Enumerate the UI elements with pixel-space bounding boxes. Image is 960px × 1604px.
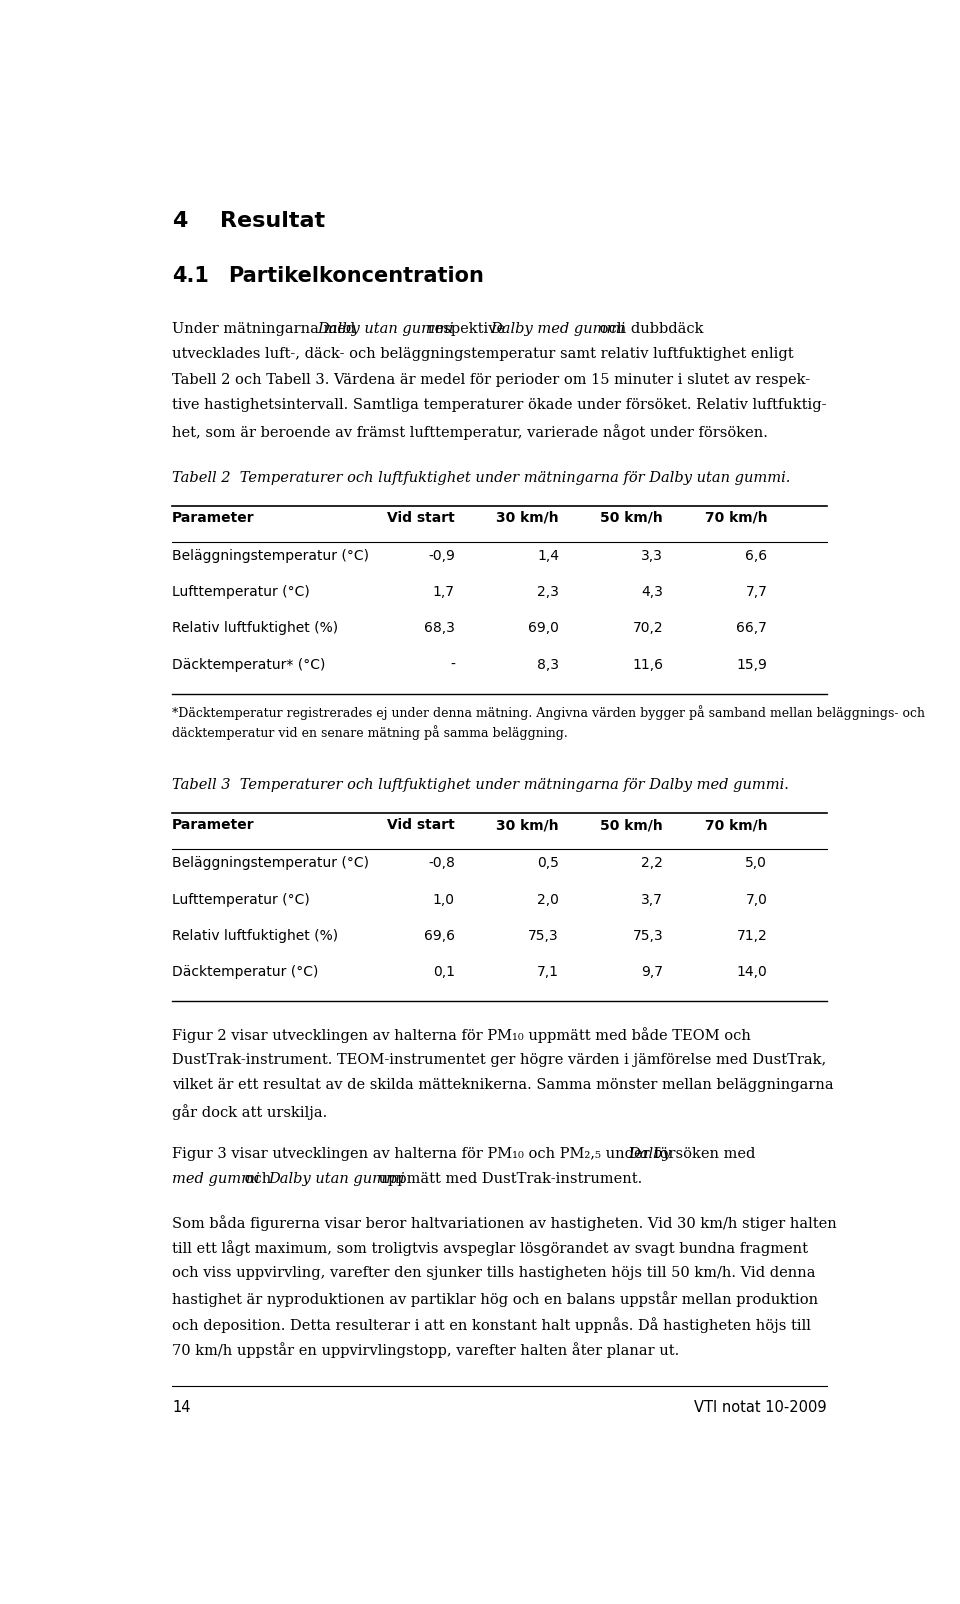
Text: 70 km/h: 70 km/h: [705, 510, 767, 525]
Text: 75,3: 75,3: [633, 929, 663, 943]
Text: Parameter: Parameter: [172, 818, 254, 832]
Text: respektive: respektive: [423, 322, 510, 335]
Text: 0,5: 0,5: [537, 857, 559, 871]
Text: 2,0: 2,0: [537, 892, 559, 906]
Text: Vid start: Vid start: [387, 510, 455, 525]
Text: Under mätningarna med: Under mätningarna med: [172, 322, 360, 335]
Text: 7,1: 7,1: [537, 966, 559, 978]
Text: 70 km/h: 70 km/h: [705, 818, 767, 832]
Text: till ett lågt maximum, som troligtvis avspeglar lösgörandet av svagt bundna frag: till ett lågt maximum, som troligtvis av…: [172, 1240, 808, 1256]
Text: 9,7: 9,7: [641, 966, 663, 978]
Text: Dalby utan gummi: Dalby utan gummi: [318, 322, 454, 335]
Text: Relativ luftfuktighet (%): Relativ luftfuktighet (%): [172, 929, 338, 943]
Text: Vid start: Vid start: [387, 818, 455, 832]
Text: och dubbdäck: och dubbdäck: [595, 322, 704, 335]
Text: 7,7: 7,7: [745, 585, 767, 600]
Text: 4: 4: [172, 212, 187, 231]
Text: -0,9: -0,9: [428, 549, 455, 563]
Text: Beläggningstemperatur (°C): Beläggningstemperatur (°C): [172, 549, 369, 563]
Text: Relativ luftfuktighet (%): Relativ luftfuktighet (%): [172, 621, 338, 635]
Text: Dalby: Dalby: [628, 1147, 670, 1161]
Text: 70,2: 70,2: [633, 621, 663, 635]
Text: 0,1: 0,1: [433, 966, 455, 978]
Text: 3,7: 3,7: [641, 892, 663, 906]
Text: 2,3: 2,3: [537, 585, 559, 600]
Text: Dalby utan gummi: Dalby utan gummi: [268, 1173, 404, 1187]
Text: Beläggningstemperatur (°C): Beläggningstemperatur (°C): [172, 857, 369, 871]
Text: med gummi: med gummi: [172, 1173, 260, 1187]
Text: 8,3: 8,3: [537, 658, 559, 672]
Text: 1,7: 1,7: [433, 585, 455, 600]
Text: Tabell 2 och Tabell 3. Värdena är medel för perioder om 15 minuter i slutet av r: Tabell 2 och Tabell 3. Värdena är medel …: [172, 372, 810, 387]
Text: 14: 14: [172, 1400, 191, 1415]
Text: Resultat: Resultat: [221, 212, 325, 231]
Text: Figur 2 visar utvecklingen av halterna för PM₁₀ uppmätt med både TEOM och: Figur 2 visar utvecklingen av halterna f…: [172, 1028, 751, 1043]
Text: utvecklades luft-, däck- och beläggningstemperatur samt relativ luftfuktighet en: utvecklades luft-, däck- och beläggnings…: [172, 348, 794, 361]
Text: Däcktemperatur (°C): Däcktemperatur (°C): [172, 966, 319, 978]
Text: 1,4: 1,4: [537, 549, 559, 563]
Text: går dock att urskilja.: går dock att urskilja.: [172, 1104, 327, 1120]
Text: och viss uppvirvling, varefter den sjunker tills hastigheten höjs till 50 km/h. : och viss uppvirvling, varefter den sjunk…: [172, 1266, 816, 1280]
Text: 15,9: 15,9: [736, 658, 767, 672]
Text: Däcktemperatur* (°C): Däcktemperatur* (°C): [172, 658, 325, 672]
Text: Partikelkoncentration: Partikelkoncentration: [228, 266, 484, 287]
Text: 7,0: 7,0: [745, 892, 767, 906]
Text: 5,0: 5,0: [745, 857, 767, 871]
Text: het, som är beroende av främst lufttemperatur, varierade något under försöken.: het, som är beroende av främst lufttempe…: [172, 423, 768, 439]
Text: 69,0: 69,0: [528, 621, 559, 635]
Text: 6,6: 6,6: [745, 549, 767, 563]
Text: 3,3: 3,3: [641, 549, 663, 563]
Text: Som båda figurerna visar beror haltvariationen av hastigheten. Vid 30 km/h stige: Som båda figurerna visar beror haltvaria…: [172, 1214, 837, 1230]
Text: 50 km/h: 50 km/h: [600, 818, 663, 832]
Text: DustTrak-instrument. TEOM-instrumentet ger högre värden i jämförelse med DustTra: DustTrak-instrument. TEOM-instrumentet g…: [172, 1052, 827, 1067]
Text: Tabell 2  Temperaturer och luftfuktighet under mätningarna för Dalby utan gummi.: Tabell 2 Temperaturer och luftfuktighet …: [172, 472, 790, 484]
Text: Dalby med gummi: Dalby med gummi: [491, 322, 626, 335]
Text: 68,3: 68,3: [424, 621, 455, 635]
Text: Parameter: Parameter: [172, 510, 254, 525]
Text: Lufttemperatur (°C): Lufttemperatur (°C): [172, 892, 310, 906]
Text: *Däcktemperatur registrerades ej under denna mätning. Angivna värden bygger på s: *Däcktemperatur registrerades ej under d…: [172, 704, 925, 720]
Text: -: -: [450, 658, 455, 672]
Text: 69,6: 69,6: [423, 929, 455, 943]
Text: och deposition. Detta resulterar i att en konstant halt uppnås. Då hastigheten h: och deposition. Detta resulterar i att e…: [172, 1317, 811, 1333]
Text: 4,3: 4,3: [641, 585, 663, 600]
Text: och: och: [240, 1173, 276, 1187]
Text: 30 km/h: 30 km/h: [496, 510, 559, 525]
Text: tive hastighetsintervall. Samtliga temperaturer ökade under försöket. Relativ lu: tive hastighetsintervall. Samtliga tempe…: [172, 398, 827, 412]
Text: Tabell 3  Temperaturer och luftfuktighet under mätningarna för Dalby med gummi.: Tabell 3 Temperaturer och luftfuktighet …: [172, 778, 789, 792]
Text: 4.1: 4.1: [172, 266, 209, 287]
Text: 71,2: 71,2: [736, 929, 767, 943]
Text: 30 km/h: 30 km/h: [496, 818, 559, 832]
Text: Lufttemperatur (°C): Lufttemperatur (°C): [172, 585, 310, 600]
Text: 1,0: 1,0: [433, 892, 455, 906]
Text: 11,6: 11,6: [632, 658, 663, 672]
Text: 2,2: 2,2: [641, 857, 663, 871]
Text: vilket är ett resultat av de skilda mätteknikerna. Samma mönster mellan beläggni: vilket är ett resultat av de skilda mätt…: [172, 1078, 833, 1092]
Text: 66,7: 66,7: [736, 621, 767, 635]
Text: 75,3: 75,3: [528, 929, 559, 943]
Text: 70 km/h uppstår en uppvirvlingstopp, varefter halten åter planar ut.: 70 km/h uppstår en uppvirvlingstopp, var…: [172, 1343, 680, 1359]
Text: uppmätt med DustTrak-instrument.: uppmätt med DustTrak-instrument.: [373, 1173, 642, 1187]
Text: Figur 3 visar utvecklingen av halterna för PM₁₀ och PM₂,₅ under försöken med: Figur 3 visar utvecklingen av halterna f…: [172, 1147, 760, 1161]
Text: 50 km/h: 50 km/h: [600, 510, 663, 525]
Text: däcktemperatur vid en senare mätning på samma beläggning.: däcktemperatur vid en senare mätning på …: [172, 725, 567, 741]
Text: VTI notat 10-2009: VTI notat 10-2009: [694, 1400, 827, 1415]
Text: -0,8: -0,8: [428, 857, 455, 871]
Text: 14,0: 14,0: [736, 966, 767, 978]
Text: hastighet är nyproduktionen av partiklar hög och en balans uppstår mellan produk: hastighet är nyproduktionen av partiklar…: [172, 1291, 818, 1307]
